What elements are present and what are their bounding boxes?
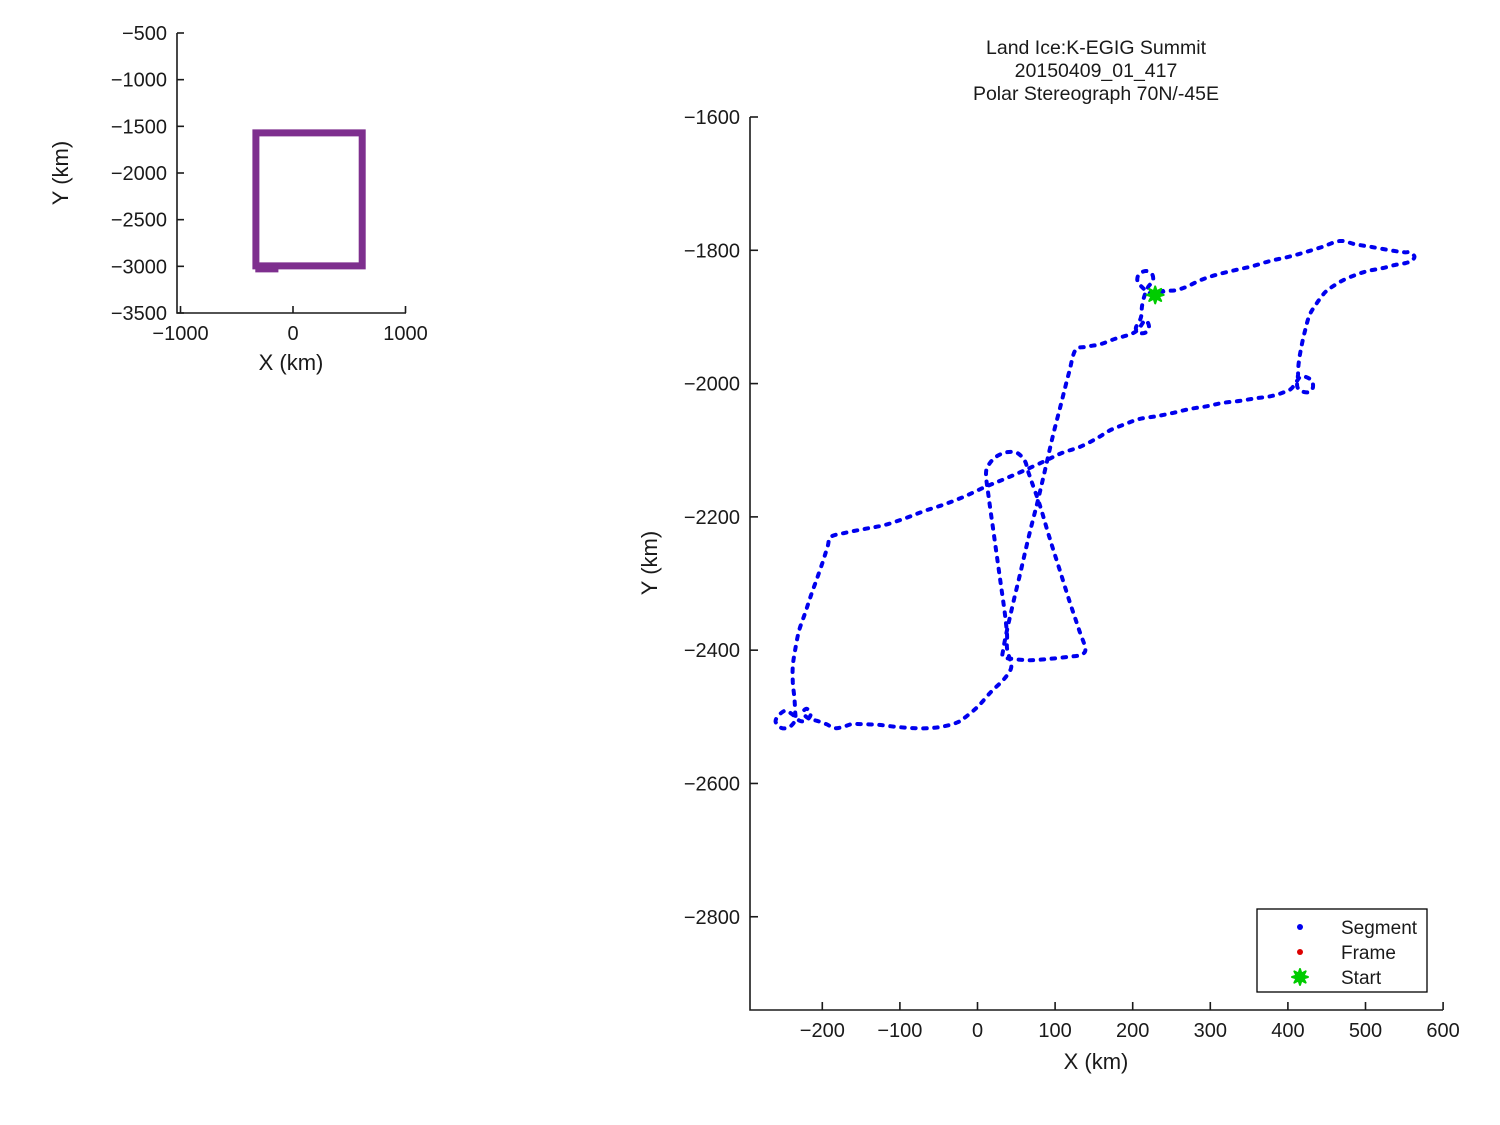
coverage-box bbox=[252, 129, 366, 270]
main-title-line-1: Land Ice:K-EGIG Summit bbox=[986, 37, 1207, 59]
y-tick-label: −2200 bbox=[684, 507, 740, 529]
y-tick-label: −3000 bbox=[111, 256, 167, 278]
y-tick-label: −2600 bbox=[684, 773, 740, 795]
segment-marker-icon bbox=[1297, 924, 1303, 930]
y-tick-label: −3500 bbox=[111, 303, 167, 325]
legend-label-segment: Segment bbox=[1341, 918, 1418, 939]
flight-track bbox=[773, 238, 1417, 731]
x-tick-label: 300 bbox=[1194, 1020, 1227, 1042]
main-title-line-3: Polar Stereograph 70N/-45E bbox=[973, 83, 1219, 105]
x-tick-label: 400 bbox=[1271, 1020, 1304, 1042]
y-tick-label: −500 bbox=[122, 23, 167, 45]
legend-label-start: Start bbox=[1341, 968, 1382, 989]
x-tick-label: −100 bbox=[877, 1020, 922, 1042]
overview-coverage-box bbox=[252, 129, 366, 273]
y-tick-label: −2500 bbox=[111, 210, 167, 232]
main-y-axis-label: Y (km) bbox=[637, 531, 662, 595]
x-tick-label: 0 bbox=[972, 1020, 983, 1042]
y-tick-label: −1000 bbox=[111, 70, 167, 92]
y-tick-label: −1600 bbox=[684, 107, 740, 129]
x-tick-label: 100 bbox=[1038, 1020, 1071, 1042]
overview-x-axis-label: X (km) bbox=[259, 350, 324, 375]
y-tick-label: −2400 bbox=[684, 640, 740, 662]
start-marker-shape bbox=[1291, 968, 1309, 986]
main-title-line-2: 20150409_01_417 bbox=[1015, 60, 1178, 82]
y-tick-label: −2000 bbox=[684, 374, 740, 396]
main-plot: −200 −100 0 100 200 300 400 500 600 −1600 −1800 −20… bbox=[684, 107, 1460, 1042]
overview-y-axis-label: Y (km) bbox=[48, 141, 73, 205]
axis-spines bbox=[176, 33, 406, 314]
x-tick-label: 200 bbox=[1116, 1020, 1149, 1042]
y-tick-label: −1800 bbox=[684, 240, 740, 262]
x-tick-label: 0 bbox=[287, 323, 298, 345]
flight-track-group bbox=[773, 238, 1417, 731]
x-tick-label: −200 bbox=[800, 1020, 845, 1042]
start-marker-icon bbox=[1291, 968, 1309, 986]
main-x-axis-label: X (km) bbox=[1064, 1049, 1129, 1074]
x-tick-label: 600 bbox=[1426, 1020, 1459, 1042]
x-tick-label: 1000 bbox=[383, 323, 428, 345]
x-tick-label: −1000 bbox=[152, 323, 208, 345]
frame-marker-icon bbox=[1297, 949, 1303, 955]
legend-box bbox=[1256, 908, 1428, 993]
legend-label-frame: Frame bbox=[1341, 943, 1396, 964]
axis-spines bbox=[749, 117, 1443, 1011]
start-marker bbox=[1145, 285, 1165, 305]
overview-plot: −1000 0 1000 −500 −1000 −1500 −2000 −2500 −3000 −… bbox=[111, 23, 428, 345]
y-tick-label: −2000 bbox=[111, 163, 167, 185]
x-tick-label: 500 bbox=[1349, 1020, 1382, 1042]
legend: Segment Frame Start bbox=[1256, 908, 1428, 993]
y-tick-label: −1500 bbox=[111, 116, 167, 138]
y-tick-label: −2800 bbox=[684, 907, 740, 929]
